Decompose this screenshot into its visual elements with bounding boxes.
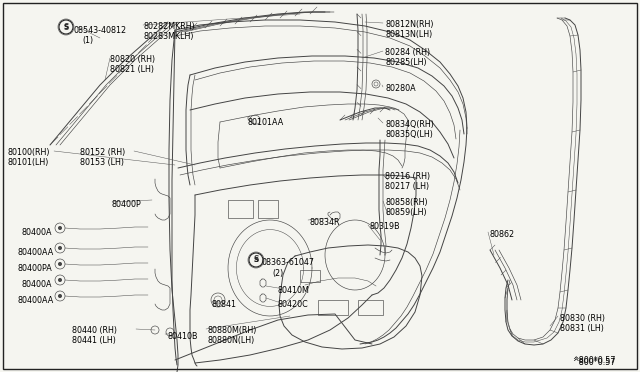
Text: 80400A: 80400A (22, 280, 52, 289)
Text: 80101AA: 80101AA (248, 118, 284, 127)
Text: 80400P: 80400P (112, 200, 141, 209)
Text: S: S (253, 256, 259, 264)
Text: ^800*0.57: ^800*0.57 (572, 358, 616, 367)
Text: 80153 (LH): 80153 (LH) (80, 158, 124, 167)
Text: 80410M: 80410M (278, 286, 310, 295)
Bar (300, 270, 320, 282)
Text: 80284 (RH): 80284 (RH) (385, 48, 430, 57)
Bar (228, 200, 253, 218)
Text: 80420C: 80420C (278, 300, 308, 309)
Text: S: S (253, 257, 259, 263)
Text: 80282MKRH): 80282MKRH) (143, 22, 195, 31)
Text: (1): (1) (82, 36, 93, 45)
Text: 80830 (RH): 80830 (RH) (560, 314, 605, 323)
Circle shape (58, 278, 62, 282)
Text: 80400A: 80400A (22, 228, 52, 237)
Text: S: S (63, 24, 68, 30)
Text: 80285(LH): 80285(LH) (385, 58, 427, 67)
Text: 80440 (RH): 80440 (RH) (72, 326, 117, 335)
Text: 80841: 80841 (212, 300, 237, 309)
Text: 80400PA: 80400PA (18, 264, 52, 273)
Text: 80100(RH): 80100(RH) (8, 148, 51, 157)
Bar (318, 300, 348, 315)
Text: 80820 (RH): 80820 (RH) (110, 55, 155, 64)
Text: 80217 (LH): 80217 (LH) (385, 182, 429, 191)
Text: 80835Q(LH): 80835Q(LH) (385, 130, 433, 139)
Text: 80859(LH): 80859(LH) (385, 208, 427, 217)
Text: 80410B: 80410B (168, 332, 198, 341)
Text: 80834R: 80834R (310, 218, 340, 227)
Text: 80821 (LH): 80821 (LH) (110, 65, 154, 74)
Text: 80216 (RH): 80216 (RH) (385, 172, 430, 181)
Text: 80858(RH): 80858(RH) (385, 198, 428, 207)
Text: ^800*0.57: ^800*0.57 (572, 356, 616, 365)
Text: S: S (63, 22, 68, 32)
Bar (358, 300, 383, 315)
Text: (2): (2) (272, 269, 284, 278)
Text: 08543-40812: 08543-40812 (73, 26, 126, 35)
Text: 08363-61047: 08363-61047 (262, 258, 315, 267)
Text: 80280A: 80280A (385, 84, 415, 93)
Text: 80152 (RH): 80152 (RH) (80, 148, 125, 157)
Circle shape (58, 246, 62, 250)
Text: 80101(LH): 80101(LH) (8, 158, 49, 167)
Text: 80831 (LH): 80831 (LH) (560, 324, 604, 333)
Text: 80400AA: 80400AA (18, 248, 54, 257)
Text: 80880M(RH): 80880M(RH) (208, 326, 257, 335)
Text: 80441 (LH): 80441 (LH) (72, 336, 116, 345)
Text: 80812N(RH): 80812N(RH) (385, 20, 433, 29)
Circle shape (58, 262, 62, 266)
Text: 80319B: 80319B (370, 222, 401, 231)
Text: 80813N(LH): 80813N(LH) (385, 30, 432, 39)
Circle shape (58, 226, 62, 230)
Circle shape (58, 294, 62, 298)
Text: 80834Q(RH): 80834Q(RH) (385, 120, 434, 129)
Bar (258, 200, 278, 218)
Text: 80283MKLH): 80283MKLH) (143, 32, 193, 41)
Text: 80880N(LH): 80880N(LH) (208, 336, 255, 345)
Text: 80862: 80862 (490, 230, 515, 239)
Text: 80400AA: 80400AA (18, 296, 54, 305)
